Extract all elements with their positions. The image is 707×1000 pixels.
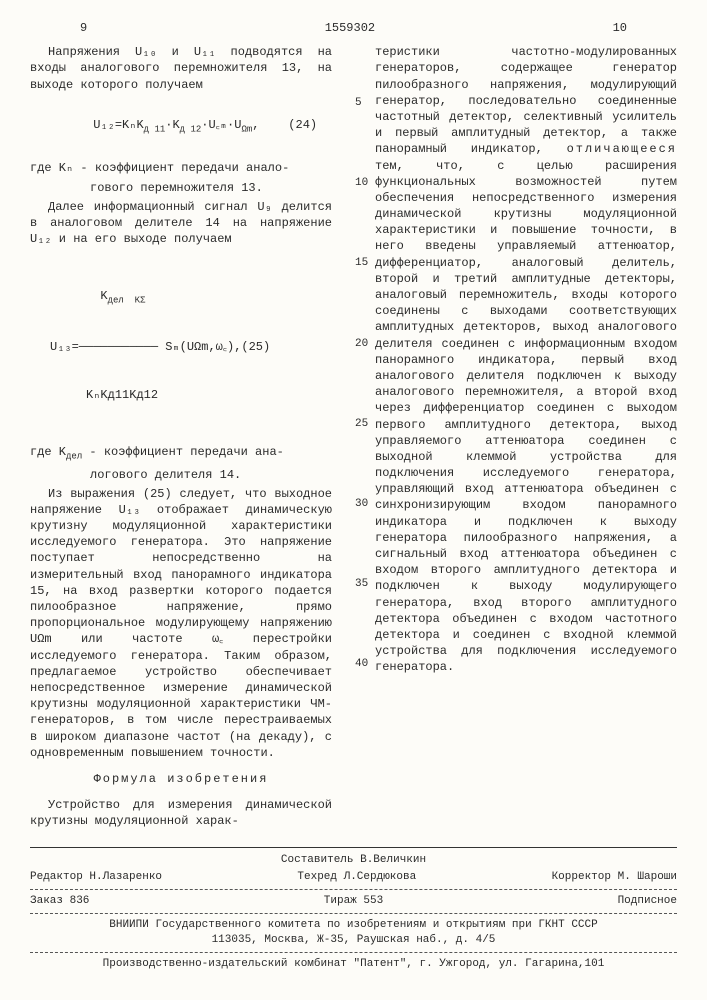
lineno-35: 35 bbox=[355, 577, 368, 592]
dashed-separator-1 bbox=[30, 889, 677, 890]
lineno-5: 5 bbox=[355, 96, 362, 111]
lineno-15: 15 bbox=[355, 256, 368, 271]
lineno-10: 10 bbox=[355, 176, 368, 191]
right-text: теристики частотно-модулированных генера… bbox=[375, 44, 677, 675]
techred: Техред Л.Сердюкова bbox=[297, 870, 416, 885]
formula-24: U₁₂=KₙKд 11·Kд 12·U꜀ₘ·UΩm, (24) bbox=[30, 101, 332, 152]
para-4: Устройство для измерения динамической кр… bbox=[30, 797, 332, 829]
para-1: Напряжения U₁₀ и U₁₁ подводятся на входы… bbox=[30, 44, 332, 93]
left-column: Напряжения U₁₀ и U₁₁ подводятся на входы… bbox=[30, 44, 337, 832]
page-left: 9 bbox=[80, 20, 87, 36]
document-number: 1559302 bbox=[87, 20, 612, 36]
where-1a: где Kₙ - коэффициент передачи анало- bbox=[30, 160, 332, 176]
where-2a: где Kдел - коэффициент передачи ана- bbox=[30, 444, 332, 463]
org-line: ВНИИПИ Государственного комитета по изоб… bbox=[30, 918, 677, 933]
lineno-20: 20 bbox=[355, 337, 368, 352]
page-header: 9 1559302 10 bbox=[30, 20, 677, 36]
separator-line bbox=[30, 847, 677, 848]
order-number: Заказ 836 bbox=[30, 894, 89, 909]
para-2: Далее информационный сигнал U₉ делится в… bbox=[30, 199, 332, 248]
where-2b: логового делителя 14. bbox=[30, 467, 332, 483]
editor: Редактор Н.Лазаренко bbox=[30, 870, 162, 885]
section-title: Формула изобретения bbox=[30, 771, 332, 787]
address-line: 113035, Москва, Ж-35, Раушская наб., д. … bbox=[30, 933, 677, 948]
lineno-25: 25 bbox=[355, 417, 368, 432]
para-3: Из выражения (25) следует, что выходное … bbox=[30, 486, 332, 761]
page-right: 10 bbox=[613, 20, 627, 36]
printer-line: Производственно-издательский комбинат "П… bbox=[30, 957, 677, 972]
where-1b: гового перемножителя 13. bbox=[30, 180, 332, 196]
lineno-40: 40 bbox=[355, 657, 368, 672]
tirazh: Тираж 553 bbox=[324, 894, 383, 909]
formula-25: Kдел KΣ U₁₃=─────────── Sₘ(UΩm,ω꜀),(25) … bbox=[30, 256, 332, 436]
lineno-30: 30 bbox=[355, 497, 368, 512]
corrector: Корректор М. Шароши bbox=[552, 870, 677, 885]
dashed-separator-2 bbox=[30, 913, 677, 914]
credits-block: Составитель В.Величкин Редактор Н.Лазаре… bbox=[30, 853, 677, 971]
right-column: 5 10 15 20 25 30 35 40 теристики частотн… bbox=[357, 44, 677, 832]
dashed-separator-3 bbox=[30, 952, 677, 953]
signed: Подписное bbox=[618, 894, 677, 909]
compiler: Составитель В.Величкин bbox=[246, 853, 462, 868]
text-columns: Напряжения U₁₀ и U₁₁ подводятся на входы… bbox=[30, 44, 677, 832]
